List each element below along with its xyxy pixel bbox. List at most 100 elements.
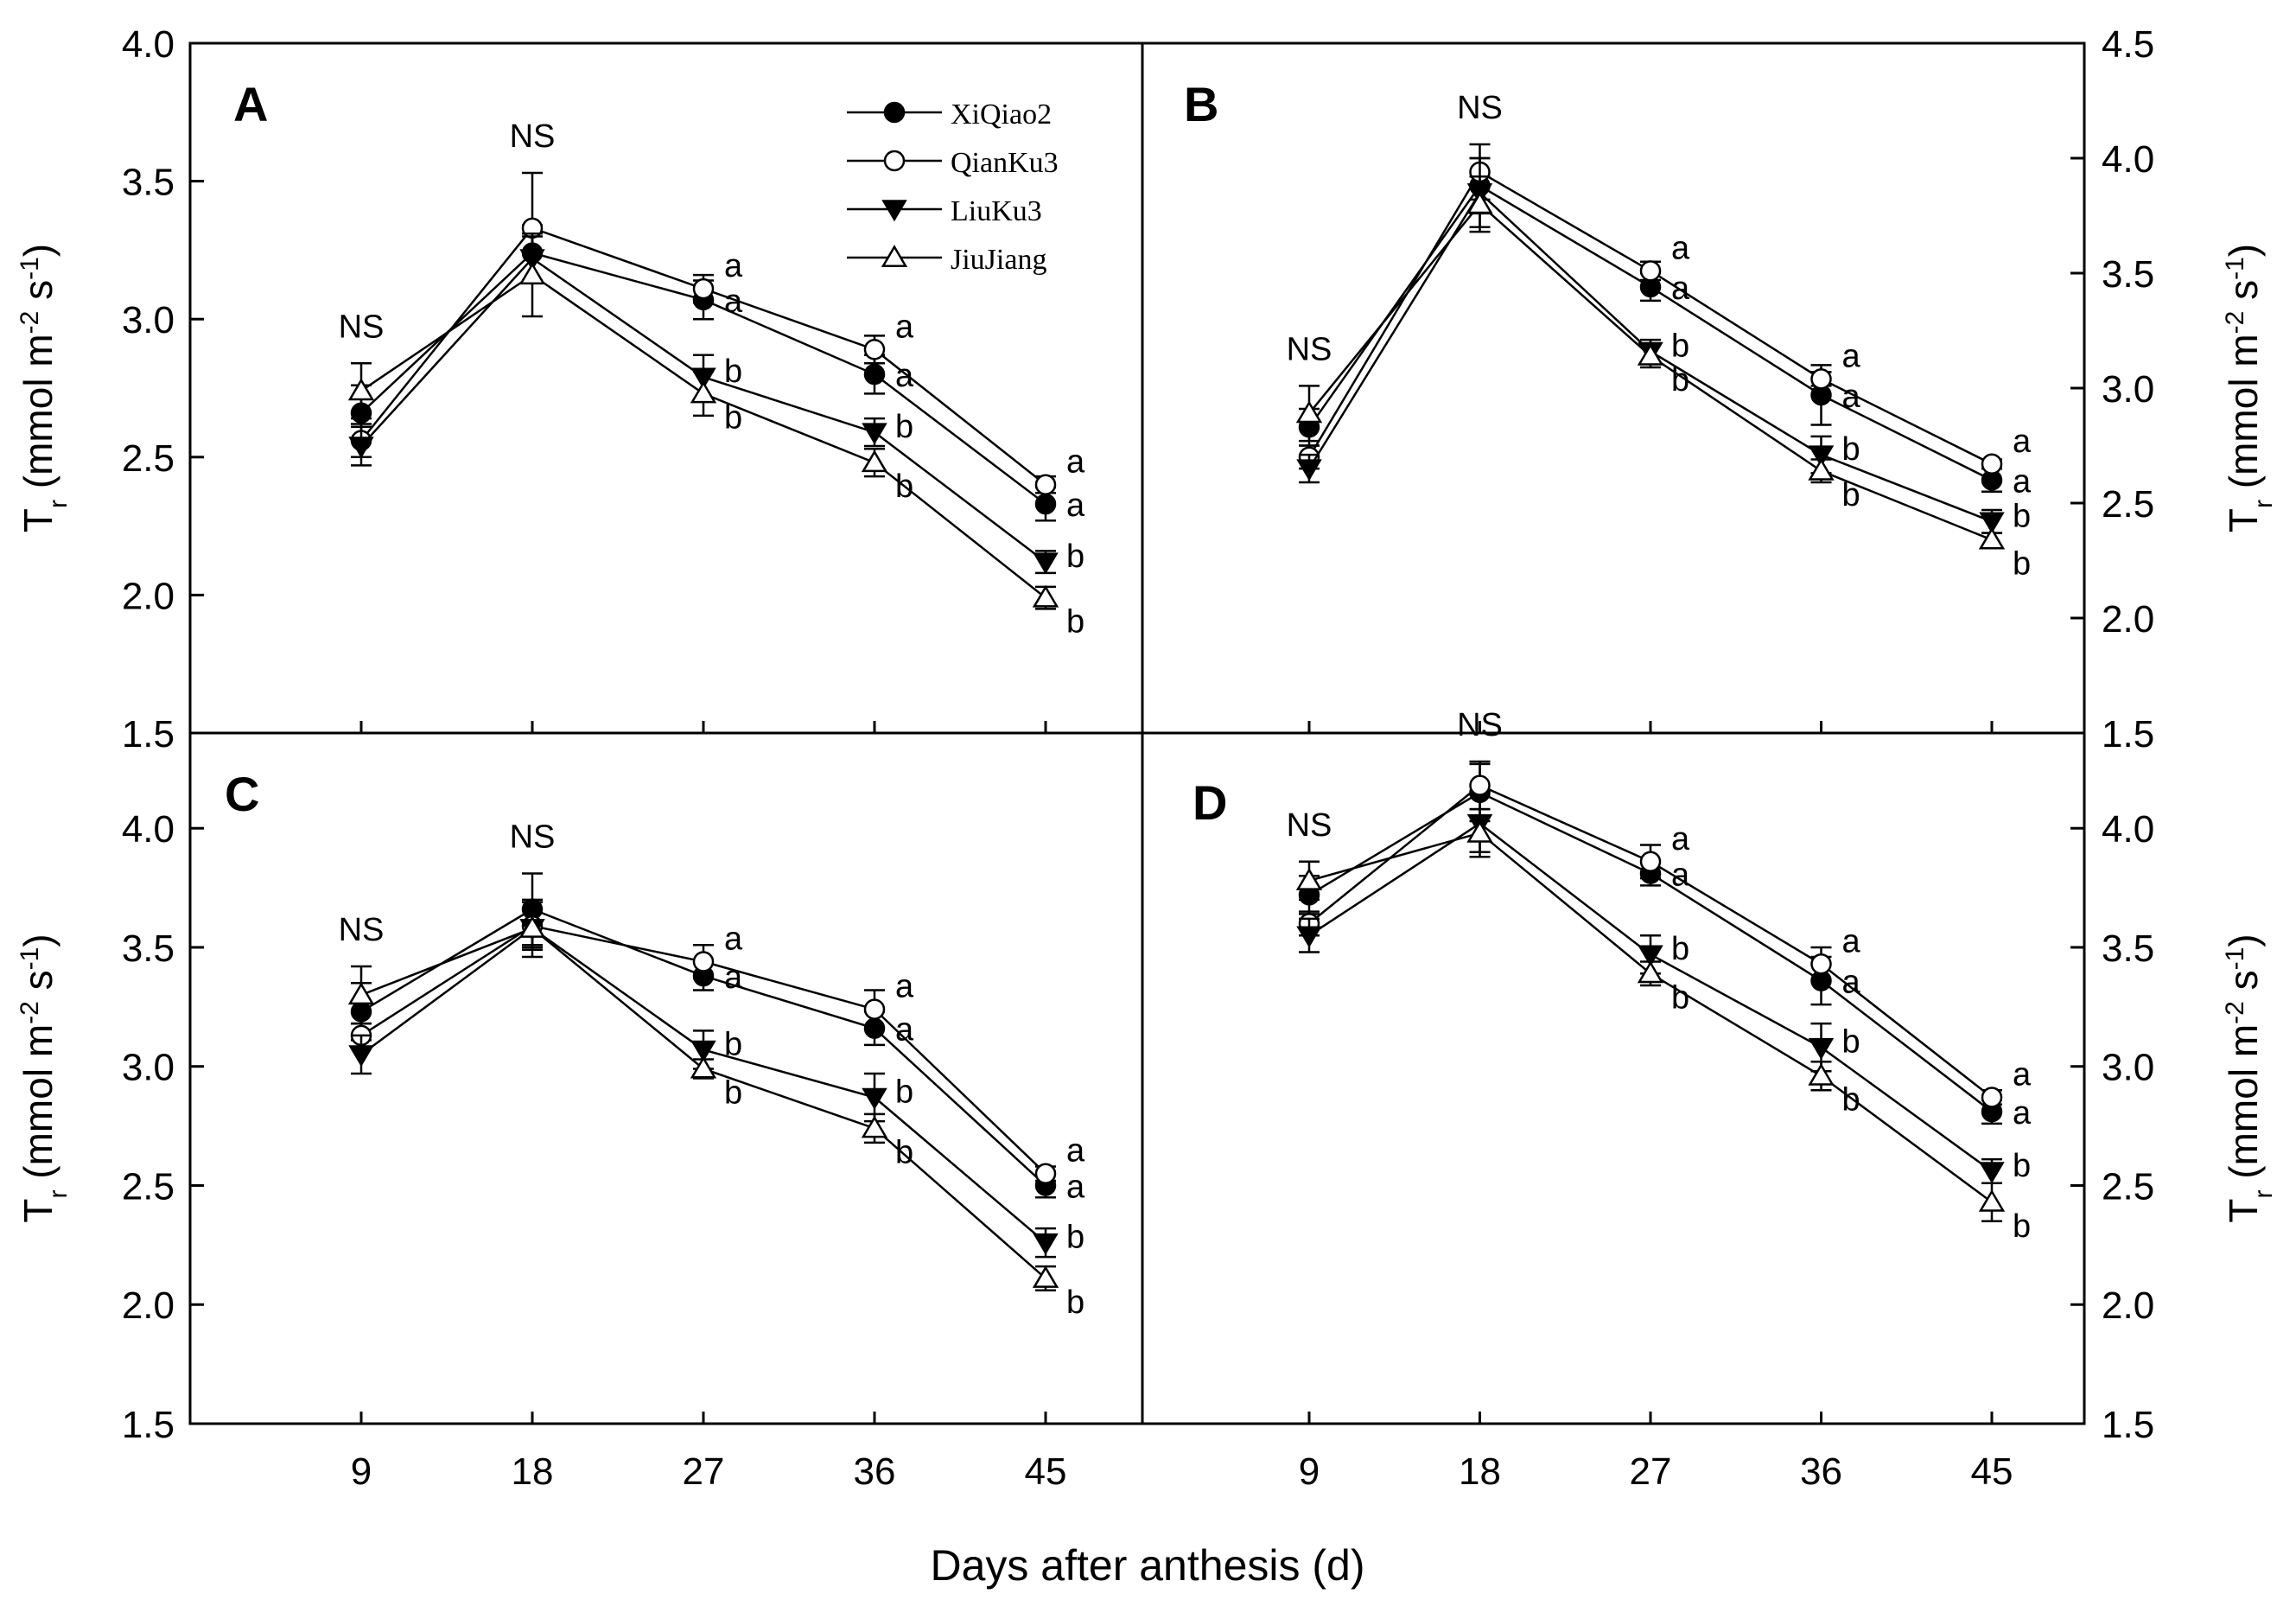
y-tick-label: 3.5 [122, 162, 175, 204]
annotation-letter: a [895, 1012, 914, 1049]
annotation-letter: b [1671, 979, 1689, 1016]
annotation-letter: a [2013, 1057, 2032, 1093]
data-point [1032, 584, 1059, 608]
annotation-letter: b [1066, 1284, 1084, 1321]
legend-marker [883, 101, 906, 124]
annotation-letter: a [2013, 463, 2032, 500]
data-point [863, 998, 886, 1020]
y-tick-label: 3.0 [2102, 368, 2154, 411]
data-point [1979, 1162, 2005, 1184]
y-tick-label: 4.5 [2102, 23, 2154, 66]
annotation-ns: NS [1457, 707, 1503, 743]
y-tick-label: 3.5 [2102, 927, 2154, 970]
annotation-letter: a [1842, 338, 1861, 374]
data-point [692, 951, 715, 972]
y-axis-title-close: ) [16, 934, 60, 947]
series-line [1308, 202, 1993, 541]
y-axis-title-sub: r [2249, 500, 2278, 508]
annotation-letter: b [1842, 477, 1860, 513]
annotation-letter: a [895, 969, 914, 1005]
data-point [1032, 1265, 1059, 1288]
annotation-letter: a [1671, 821, 1690, 857]
legend: XiQiao2 QianKu3 LiuKu3 JiuJiang [847, 99, 1059, 276]
y-axis-title-exp: -1 [2221, 257, 2249, 280]
x-tick-label: 18 [1459, 1450, 1501, 1493]
annotation-letter: b [724, 399, 742, 436]
annotation-letter: a [1066, 1169, 1085, 1205]
y-tick-label: 3.0 [122, 1047, 175, 1089]
y-tick-label: 4.0 [122, 808, 175, 851]
y-axis-title-unit: (mmol m [16, 334, 60, 500]
annotation-ns: NS [339, 912, 385, 948]
y-axis-title-close: ) [2221, 244, 2266, 257]
y-tick-label: 2.0 [122, 1284, 175, 1327]
series-liuku3 [348, 908, 1059, 1259]
panel-b: 1.5 2.0 2.5 3.0 3.5 4.0 4.5 Tr (mmol m-2 s-1) B N… [1141, 23, 2278, 755]
data-point [1639, 260, 1662, 282]
annotation-letter: b [895, 1134, 913, 1170]
annotation-letter: b [2013, 1148, 2031, 1184]
annotation-letter: b [1842, 431, 1860, 468]
annotation-letter: b [724, 354, 742, 390]
y-axis-title-exp: -1 [16, 257, 44, 280]
legend-label: JiuJiang [951, 244, 1046, 276]
annotation-letter: b [895, 1074, 913, 1111]
data-point [690, 380, 717, 404]
series-line [1307, 184, 1993, 481]
annotation-letter: a [1842, 965, 1861, 1001]
legend-item-liuku3: LiuKu3 [847, 195, 1042, 227]
annotation-letter: b [1066, 539, 1084, 575]
data-point [1978, 526, 2006, 550]
annotation-letter: a [724, 284, 743, 320]
y-tick-label: 1.5 [122, 713, 175, 755]
y-tick-label: 1.5 [2102, 713, 2154, 755]
annotation-letter: a [724, 959, 743, 996]
panel-label: A [233, 77, 268, 131]
annotation-letter: a [895, 358, 914, 394]
legend-item-xiqiao2: XiQiao2 [847, 99, 1052, 131]
y-axis-title: Tr (mmol m-2 s-1) [16, 244, 73, 532]
series-line [360, 273, 1046, 599]
annotation-letter: a [724, 921, 743, 957]
legend-marker [883, 150, 906, 172]
data-point [1979, 512, 2005, 534]
data-point [518, 262, 546, 285]
x-tick-label: 36 [854, 1450, 896, 1493]
panel-label: D [1193, 775, 1227, 830]
series-line [1307, 170, 1993, 465]
data-point [1296, 459, 1322, 481]
annotation-letter: a [895, 309, 914, 345]
y-tick-label: 1.5 [2102, 1404, 2154, 1446]
y-tick-label: 2.5 [2102, 483, 2154, 526]
data-point [1295, 400, 1323, 424]
series-liuku3 [1296, 794, 2005, 1184]
data-point [518, 915, 546, 938]
y-axis-title-unit: (mmol m [2221, 334, 2266, 500]
panel-label: B [1184, 77, 1218, 131]
data-point [1295, 868, 1323, 890]
y-axis-title-exp: -2 [2221, 311, 2249, 335]
legend-label: QianKu3 [951, 147, 1059, 179]
y-axis-title-mid: s [16, 970, 60, 1001]
data-point [347, 982, 375, 1005]
legend-item-qianku3: QianKu3 [847, 147, 1059, 179]
data-point [1808, 445, 1835, 468]
annotation-letter: a [2013, 424, 2032, 460]
y-axis-title-mid: s [2221, 970, 2266, 1001]
y-axis-title-unit: (mmol m [2221, 1024, 2266, 1190]
data-point [1978, 1189, 2006, 1212]
data-point [692, 277, 715, 300]
y-tick-label: 1.5 [122, 1404, 175, 1446]
data-point [863, 339, 886, 360]
annotation-letter: b [724, 1074, 742, 1111]
data-point [1808, 1037, 1835, 1061]
y-tick-label: 4.0 [122, 23, 175, 66]
data-point [863, 363, 886, 386]
data-point [862, 423, 887, 445]
series-jiujiang [1295, 175, 2006, 550]
annotation-letter: b [2013, 546, 2031, 583]
y-tick-label: 4.0 [2102, 138, 2154, 181]
annotation-letter: a [1671, 230, 1690, 266]
y-tick-label: 2.5 [2102, 1165, 2154, 1208]
y-axis-title-exp: -2 [16, 311, 44, 335]
